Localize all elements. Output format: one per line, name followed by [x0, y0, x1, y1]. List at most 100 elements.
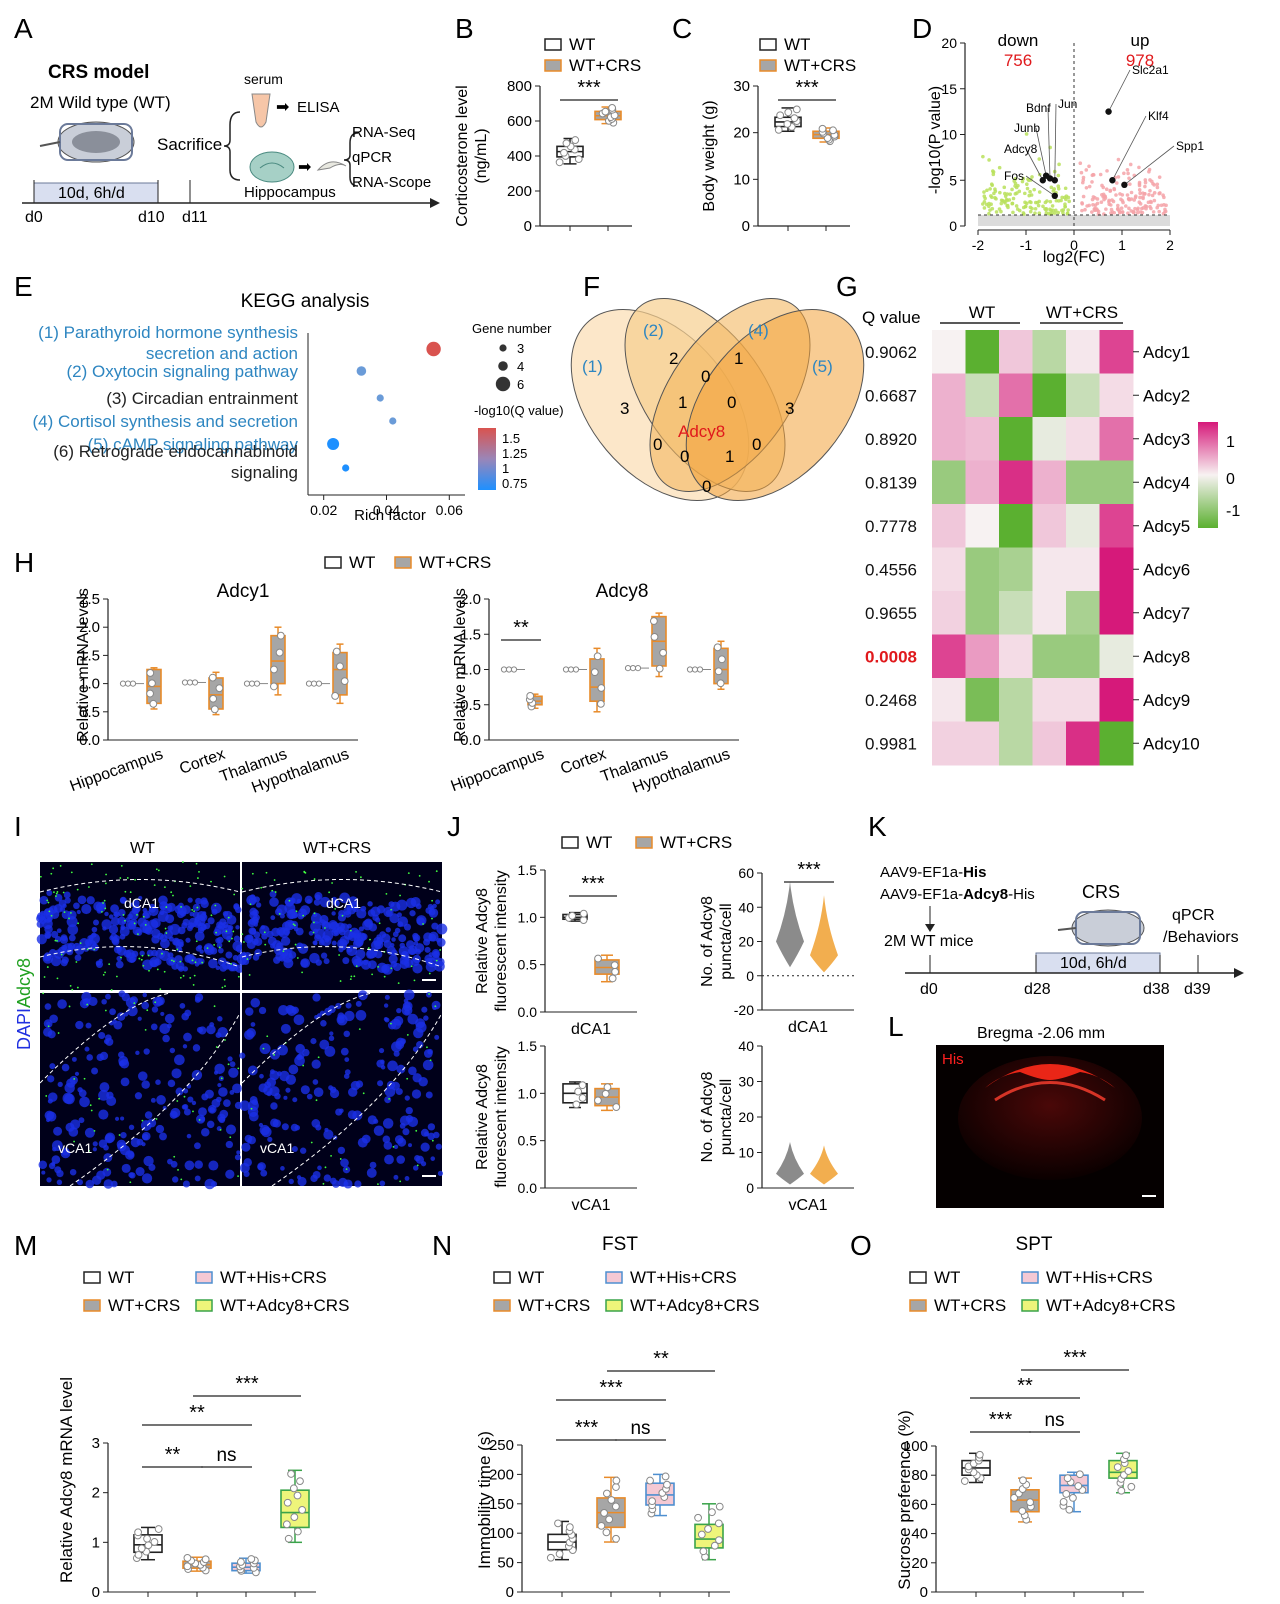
down-gene-point: [985, 188, 989, 193]
dapi-nucleus: [110, 904, 119, 914]
column-label-wt-crs: WT+CRS: [303, 840, 371, 857]
down-gene-point: [1048, 199, 1053, 204]
heatmap-cell: [1066, 591, 1100, 635]
q-value-adcy7: 0.9655: [865, 604, 917, 623]
adcy8-puncta: [56, 891, 59, 893]
dapi-nucleus: [413, 1165, 419, 1171]
wt-group-point: [572, 666, 580, 673]
region-boundary: [241, 992, 373, 1084]
legend-crs-swatch: [394, 556, 412, 569]
dapi-nucleus: [108, 924, 119, 935]
serum-tube-icon: [251, 93, 271, 128]
dapi-nucleus: [67, 924, 79, 936]
dapi-nucleus: [409, 910, 416, 917]
up-gene-point: [1150, 193, 1155, 198]
adcy8-puncta: [302, 1064, 305, 1067]
wt-group-point: [555, 1550, 564, 1558]
dapi-nucleus: [52, 1146, 57, 1152]
dapi-nucleus: [120, 1077, 130, 1087]
chart-title: Adcy1: [217, 581, 270, 602]
heatmap-cell: [1099, 678, 1134, 722]
dapi-nucleus: [57, 1081, 63, 1088]
up-gene-point: [1116, 175, 1121, 179]
adcy8-puncta: [179, 960, 182, 963]
dapi-nucleus: [280, 1166, 285, 1171]
dapi-nucleus: [128, 1124, 135, 1130]
his-crs-group-point: [236, 1558, 245, 1566]
dapi-nucleus: [247, 1136, 256, 1145]
heatmap-cell: [1066, 721, 1100, 766]
gene-label-jun: Jun: [1058, 97, 1077, 111]
adcy8-puncta: [264, 943, 267, 946]
crs-group-box: [713, 647, 729, 685]
wt-group-point: [191, 679, 199, 686]
dapi-nucleus: [297, 1052, 305, 1060]
down-gene-point: [988, 187, 992, 191]
dapi-nucleus: [260, 1169, 268, 1177]
dapi-nucleus: [76, 909, 81, 915]
dapi-nucleus: [155, 997, 164, 1006]
adcy8-puncta: [60, 953, 63, 956]
dapi-nucleus: [213, 928, 221, 937]
dapi-nucleus: [141, 1001, 150, 1010]
significance-label: ***: [1063, 1347, 1087, 1369]
down-gene-point: [1043, 200, 1048, 205]
adcy8-puncta: [102, 902, 104, 904]
significance-label: ***: [599, 1377, 623, 1399]
dapi-nucleus: [394, 1135, 404, 1144]
timeline-day-d39: d39: [1184, 981, 1211, 998]
wt-group-point: [143, 1534, 151, 1543]
dapi-nucleus: [384, 1154, 394, 1165]
dapi-nucleus: [337, 1146, 346, 1155]
heatmap-cell: [965, 460, 1000, 505]
up-gene-point: [1085, 204, 1089, 208]
dapi-nucleus: [104, 1134, 114, 1144]
y-axis-label: No. of Adcy8 puncta/cell: [699, 896, 735, 987]
significance-label: ***: [575, 1417, 599, 1439]
dapi-nucleus: [292, 1097, 298, 1103]
y-tick-label: 2: [92, 1485, 100, 1502]
dapi-nucleus: [121, 1163, 131, 1173]
adcy8-puncta: [246, 958, 249, 960]
pathway-label: (5) cAMP signaling pathway: [88, 435, 299, 454]
gene-point-spp1: [1121, 181, 1128, 189]
dapi-nucleus: [251, 916, 259, 924]
adcy8-puncta: [90, 1109, 93, 1112]
dapi-nucleus: [266, 930, 274, 938]
crs-group-point: [612, 1534, 620, 1543]
adcy8-puncta: [328, 891, 331, 894]
dapi-nucleus: [78, 1117, 85, 1124]
adcy8-puncta: [377, 1183, 379, 1186]
significance-label: **: [513, 617, 529, 639]
adcy8-puncta: [137, 933, 139, 936]
y-tick-label: 1.5: [460, 626, 481, 643]
adcy8-crs-group-point: [1117, 1486, 1126, 1495]
dapi-nucleus: [434, 1034, 440, 1040]
x-tick-label: 0.02: [310, 502, 337, 518]
dapi-nucleus: [431, 1004, 438, 1010]
wt-group-point: [119, 680, 127, 687]
dapi-nucleus: [328, 1035, 335, 1042]
y-tick-label: 0: [742, 218, 750, 235]
dapi-nucleus: [427, 1132, 435, 1141]
down-gene-point: [1028, 199, 1032, 204]
down-gene-point: [1056, 210, 1061, 215]
adcy8-puncta: [146, 1009, 149, 1012]
dapi-nucleus: [68, 1127, 79, 1137]
timeline-day-d10: d10: [138, 209, 165, 226]
legend-crs-label: WT+CRS: [569, 56, 641, 75]
adcy8-puncta: [301, 971, 304, 974]
dapi-nucleus: [435, 937, 441, 943]
dapi-nucleus: [86, 896, 95, 905]
size-legend-title: Gene number: [472, 321, 552, 336]
adcy8-puncta: [93, 1129, 96, 1132]
dapi-nucleus: [56, 1179, 63, 1185]
color-scale-label: 0: [1226, 471, 1235, 488]
wt-group-point: [975, 1450, 984, 1459]
y-tick-label: 1.0: [460, 662, 481, 679]
gene-callout-line: [1112, 115, 1147, 181]
y-tick-label: 0: [949, 218, 957, 234]
down-gene-point: [1048, 207, 1052, 212]
crs-group-point: [600, 1509, 608, 1517]
dapi-nucleus: [261, 933, 268, 940]
